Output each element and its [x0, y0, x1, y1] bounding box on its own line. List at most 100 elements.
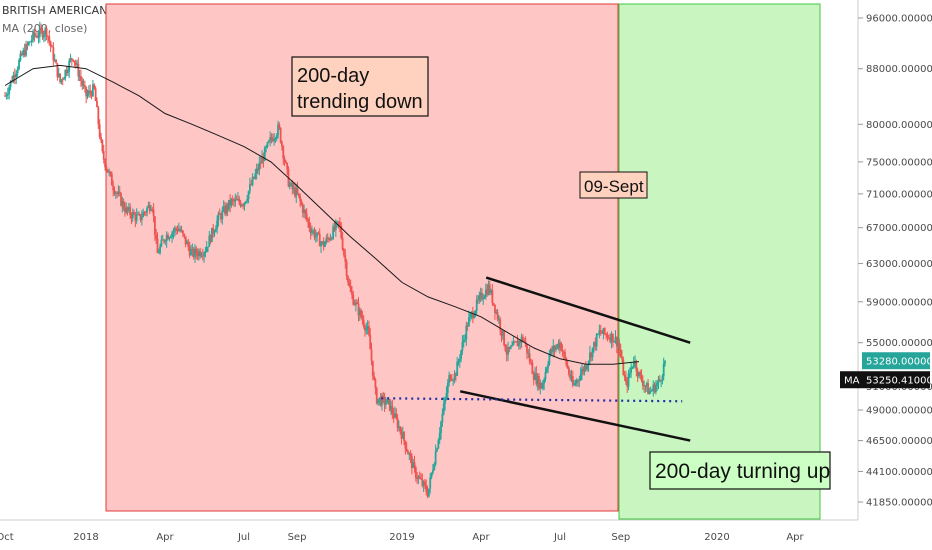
candle-body: [294, 187, 296, 197]
candle-body: [460, 350, 462, 360]
candle-body: [74, 62, 77, 65]
candle-body: [218, 213, 221, 215]
candle-body: [244, 201, 247, 203]
candle-body: [97, 107, 100, 125]
candle-body: [414, 467, 417, 479]
candle-body: [23, 50, 26, 56]
candle-body: [4, 95, 6, 97]
candle-body: [364, 326, 366, 331]
candle-body: [360, 310, 362, 317]
candle-body: [552, 346, 555, 352]
candle-body: [558, 342, 561, 349]
candle-body: [500, 330, 503, 336]
channel-upper-line[interactable]: [485, 276, 691, 344]
candle-body: [5, 95, 8, 97]
candle-body: [368, 326, 370, 335]
channel-lower-line[interactable]: [459, 390, 691, 442]
candle-body: [235, 199, 238, 201]
candle-body: [444, 398, 446, 404]
ma-value: 53250.41000: [866, 376, 932, 387]
candle-body: [127, 207, 130, 211]
candle-body: [490, 290, 492, 294]
candle-body: [591, 347, 594, 358]
candle-body: [656, 382, 659, 386]
y-tick-label: 88000.00000: [866, 64, 932, 75]
candle-body: [607, 337, 610, 339]
downtrend-callout-box[interactable]: [291, 56, 429, 117]
candle-body: [337, 221, 340, 223]
candle-body: [12, 75, 15, 83]
candle-body: [628, 372, 631, 374]
candle-body: [497, 319, 500, 321]
candle-body: [449, 374, 452, 381]
candle-body: [341, 237, 344, 250]
candle-body: [599, 330, 602, 333]
candle-body: [60, 79, 63, 82]
candle-body: [22, 50, 25, 56]
candle-body: [101, 140, 104, 152]
candle-body: [42, 34, 45, 38]
candle-body: [324, 242, 326, 247]
candle-body: [159, 246, 162, 253]
candle-body: [112, 185, 115, 191]
candle-body: [108, 171, 111, 173]
candle-body: [26, 44, 29, 45]
candle-body: [391, 405, 394, 414]
candle-body: [454, 373, 457, 376]
candle-body: [253, 176, 255, 179]
candle-body: [131, 212, 134, 219]
candle-body: [53, 59, 56, 61]
candle-body: [664, 360, 666, 364]
candle-body: [100, 136, 102, 141]
uptrend-callout-box[interactable]: [649, 451, 831, 490]
candle-body: [462, 339, 465, 342]
candle-body: [226, 205, 229, 210]
candle-body: [25, 44, 27, 56]
candle-body: [27, 41, 30, 45]
y-tick-label: 96000.00000: [866, 14, 932, 25]
candle-body: [383, 396, 386, 405]
candle-body: [83, 85, 86, 87]
support-dotted-line[interactable]: [381, 397, 683, 403]
candle-body: [478, 295, 481, 300]
candle-body: [575, 379, 578, 384]
candle-body: [151, 209, 154, 210]
x-tick-label: Apr: [156, 532, 174, 543]
candle-body: [267, 140, 270, 143]
candle-body: [183, 233, 186, 237]
candle-body: [564, 352, 566, 359]
candle-body: [340, 225, 343, 238]
candle-body: [384, 403, 387, 405]
ma-200-line: [4, 64, 640, 365]
candle-body: [44, 28, 47, 35]
candle-body: [274, 138, 277, 140]
candle-body: [539, 382, 542, 389]
candle-body: [374, 379, 377, 389]
candle-body: [409, 453, 412, 457]
y-tick-label: 75000.00000: [866, 157, 932, 168]
candle-body: [326, 237, 329, 239]
candle-body: [617, 342, 620, 347]
candle-body: [520, 336, 523, 343]
candle-body: [351, 291, 353, 295]
candle-body: [338, 222, 341, 226]
candle-body: [318, 233, 321, 247]
candle-body: [434, 451, 437, 465]
candle-body: [188, 247, 191, 256]
candle-body: [551, 348, 553, 352]
candle-body: [615, 336, 618, 347]
candle-body: [48, 36, 51, 42]
candle-body: [19, 53, 22, 61]
candle-body: [530, 361, 532, 363]
candle-body: [291, 182, 294, 189]
date-callout-box[interactable]: [579, 171, 648, 199]
candle-body: [51, 46, 53, 48]
candle-body: [621, 356, 623, 360]
y-tick-label: 71000.00000: [866, 189, 932, 200]
candle-body: [129, 207, 132, 216]
candle-body: [263, 147, 266, 161]
candle-body: [429, 477, 432, 489]
candle-body: [92, 84, 94, 97]
candle-body: [163, 239, 165, 242]
